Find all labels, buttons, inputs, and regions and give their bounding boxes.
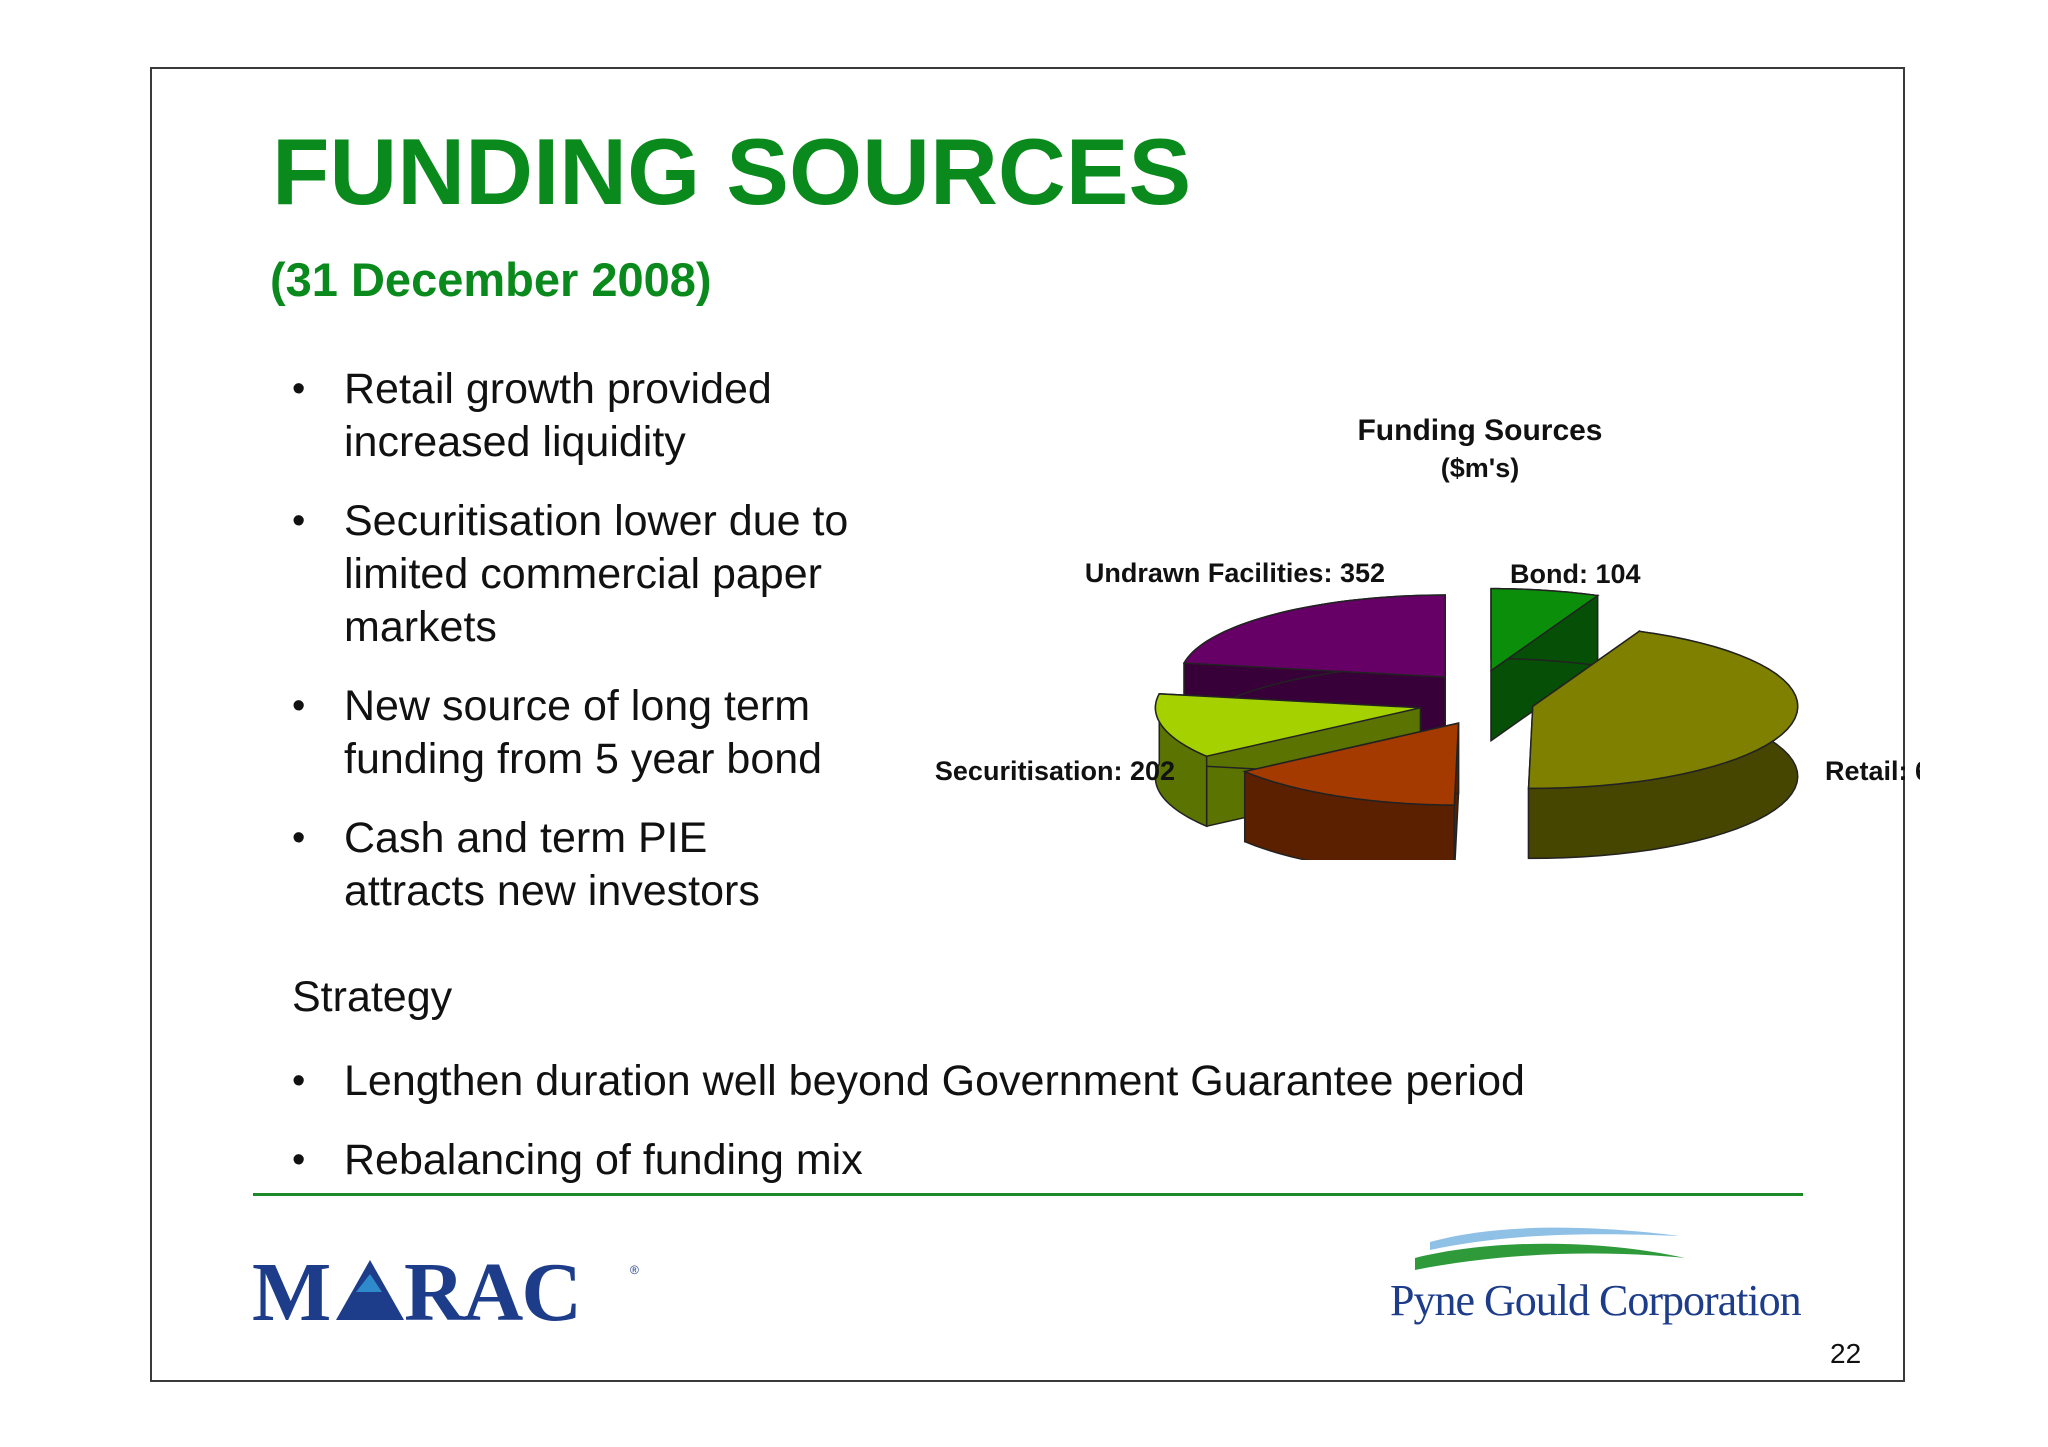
- svg-text:RAC: RAC: [404, 1252, 580, 1332]
- divider-rule: [253, 1193, 1803, 1196]
- chart-title: Funding Sources: [1357, 414, 1602, 447]
- bullet-list: Retail growth provided increased liquidi…: [292, 363, 852, 944]
- bullet-item: Retail growth provided increased liquidi…: [292, 363, 852, 469]
- slice-label-retail: Retail: 690: [1825, 756, 1920, 786]
- registered-mark: ®: [630, 1263, 639, 1277]
- strategy-item: Lengthen duration well beyond Government…: [292, 1055, 1692, 1108]
- slice-label-undrawn-facilities: Undrawn Facilities: 352: [1085, 558, 1385, 588]
- pgc-swoosh-logo: [1415, 1227, 1685, 1270]
- pie-slice-bond: [1490, 587, 1600, 743]
- slide-title: FUNDING SOURCES: [272, 119, 1192, 224]
- bullet-item: Cash and term PIE attracts new investors: [292, 812, 852, 918]
- strategy-list: Lengthen duration well beyond Government…: [292, 1055, 1692, 1213]
- funding-pie-chart: Funding Sources ($m's) Bond: 104 Retail: …: [935, 414, 1920, 860]
- strategy-item: Rebalancing of funding mix: [292, 1134, 1692, 1187]
- slice-label-bond: Bond: 104: [1510, 559, 1641, 589]
- strategy-heading: Strategy: [292, 973, 453, 1021]
- page-number: 22: [1830, 1338, 1862, 1369]
- marac-logo: M RAC ®: [252, 1252, 639, 1332]
- svg-text:M: M: [252, 1252, 329, 1332]
- chart-subtitle: ($m's): [1441, 453, 1519, 483]
- slice-label-securitisation: Securitisation: 202: [935, 756, 1175, 786]
- bullet-item: New source of long term funding from 5 y…: [292, 680, 852, 786]
- slide-subtitle: (31 December 2008): [270, 253, 712, 306]
- pie-slice-bank: [1242, 722, 1460, 860]
- pie-slice-retail: [1527, 629, 1799, 860]
- pgc-wordmark: Pyne Gould Corporation: [1390, 1276, 1802, 1325]
- bullet-item: Securitisation lower due to limited comm…: [292, 495, 852, 654]
